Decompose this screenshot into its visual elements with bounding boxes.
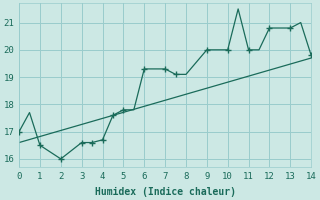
X-axis label: Humidex (Indice chaleur): Humidex (Indice chaleur) bbox=[95, 186, 236, 197]
